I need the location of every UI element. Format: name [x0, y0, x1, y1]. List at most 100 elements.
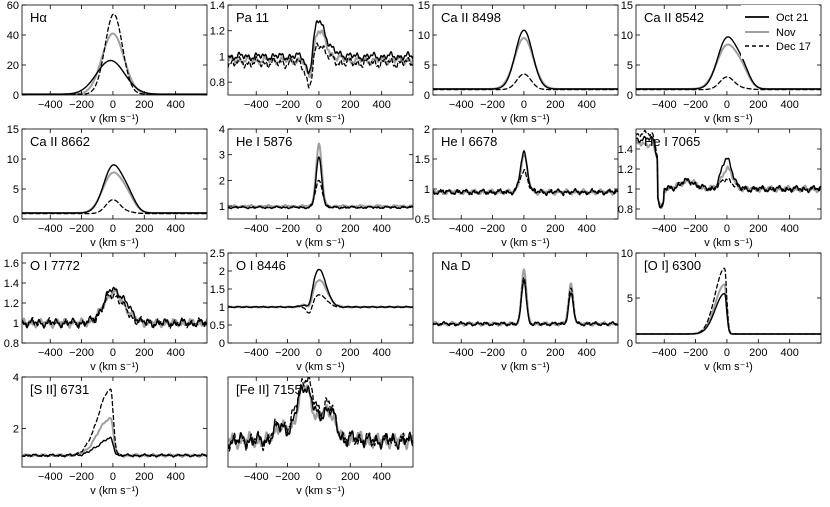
- panel-10-xtick-label-0: −400: [449, 347, 474, 359]
- panel-0-xtick-label-1: −200: [69, 99, 94, 111]
- panel-11-xtick-label-2: 0: [724, 347, 730, 359]
- panel-3: −400 −200 0 200 400 0 5 10 15 Ca II 8542 v (km s⁻¹…: [621, 0, 822, 125]
- panel-12-xtick-label-4: 400: [166, 471, 184, 483]
- panel-13-xtick-label-4: 400: [372, 471, 390, 483]
- panel-11-title: [O I] 6300: [644, 258, 701, 273]
- panel-9-xtick-label-2: 0: [316, 347, 322, 359]
- panel-11-xtick-label-4: 400: [780, 347, 798, 359]
- panel-5-series-dec-17: [228, 179, 413, 210]
- panel-1-title: Pa 11: [236, 10, 269, 25]
- panel-9-title: O I 8446: [236, 258, 286, 273]
- panel-3-ytick-label-3: 15: [621, 0, 633, 12]
- panel-12-title: [S II] 6731: [30, 382, 89, 397]
- panel-11-series-dec-17: [636, 267, 821, 335]
- panel-0-xtick-label-2: 0: [110, 99, 116, 111]
- panel-5-ytick-label-2: 3: [219, 150, 225, 162]
- panel-2-series: [433, 29, 618, 91]
- panel-9-xtick-label-1: −200: [275, 347, 300, 359]
- panel-0-ytick-label-2: 40: [7, 30, 19, 42]
- panel-11-ytick-label-0: 0: [627, 338, 633, 350]
- panel-9-ytick-label-3: 1.5: [210, 284, 225, 296]
- panel-3-frame: [635, 4, 822, 96]
- panel-5-frame: [227, 128, 414, 220]
- panel-11-series: [636, 267, 821, 335]
- panel-7-title: He I 7065: [644, 134, 700, 149]
- panel-12-series: [22, 388, 207, 458]
- panel-6-xtick-label-0: −400: [449, 223, 474, 235]
- panel-8-title: O I 7772: [30, 258, 80, 273]
- panel-12-xtick-label-3: 200: [135, 471, 153, 483]
- panel-5-xtick-label-0: −400: [244, 223, 269, 235]
- panel-9-series: [228, 268, 413, 314]
- panel-13-xtick-label-0: −400: [244, 471, 269, 483]
- panel-4-series: [22, 164, 207, 215]
- panel-0-ytick-label-0: 0: [13, 90, 19, 102]
- panel-13-series: [228, 377, 413, 452]
- panel-8-ytick-label-3: 1.4: [4, 278, 19, 290]
- panel-5-ytick-label-0: 1: [219, 201, 225, 213]
- panel-3-ytick-label-0: 0: [627, 90, 633, 102]
- panel-0-xtick-label-0: −400: [38, 99, 63, 111]
- panel-6-series-dec-17: [433, 169, 618, 197]
- panel-2-ytick-label-0: 0: [424, 90, 430, 102]
- panel-8-xtick-label-3: 200: [135, 347, 153, 359]
- panel-0-xlabel: v (km s⁻¹): [90, 113, 139, 125]
- panel-8-ytick-label-2: 1.2: [4, 298, 19, 310]
- panel-4-xlabel: v (km s⁻¹): [90, 237, 139, 249]
- panel-13-xtick-label-3: 200: [341, 471, 359, 483]
- panel-12-ytick-label-0: 2: [13, 423, 19, 435]
- panel-11-ytick-label-1: 5: [627, 293, 633, 305]
- panel-1-frame: [227, 4, 414, 96]
- panel-7-ytick-label-0: 0.8: [618, 204, 633, 216]
- panel-3-xtick-label-3: 200: [749, 99, 767, 111]
- panel-9-xtick-label-3: 200: [341, 347, 359, 359]
- panel-10-frame: [432, 252, 619, 344]
- panel-12-ytick-label-1: 4: [13, 372, 19, 384]
- panel-4-series-nov: [22, 171, 207, 214]
- panel-1-xtick-label-3: 200: [341, 99, 359, 111]
- panel-6-xtick-label-1: −200: [480, 223, 505, 235]
- legend: Oct 21 Nov Dec 17: [741, 5, 819, 59]
- panel-1: −400 −200 0 200 400 0.8 1 1.2 1.4 Pa 11 v (km s⁻¹): [210, 0, 414, 125]
- panel-11-xtick-label-1: −200: [683, 347, 708, 359]
- panel-10-xtick-label-4: 400: [577, 347, 595, 359]
- panel-9-series-oct-21: [228, 268, 413, 309]
- panel-2-xtick-label-2: 0: [521, 99, 527, 111]
- panel-3-series-dec-17: [636, 76, 821, 91]
- panel-6-ytick-label-2: 1.5: [415, 154, 430, 166]
- panel-5-ytick-label-1: 2: [219, 175, 225, 187]
- panel-2-ytick-label-1: 5: [424, 60, 430, 72]
- panel-8-xtick-label-1: −200: [69, 347, 94, 359]
- legend-label-oct21: Oct 21: [776, 12, 808, 24]
- panel-10-series-dec-17: [433, 276, 618, 327]
- panel-7-ytick-label-2: 1.2: [618, 164, 633, 176]
- panel-1-xtick-label-1: −200: [275, 99, 300, 111]
- panel-5-title: He I 5876: [236, 134, 292, 149]
- panel-9-series-dec-17: [228, 294, 413, 314]
- panel-4-frame: [21, 128, 208, 220]
- panel-4-xtick-label-2: 0: [110, 223, 116, 235]
- panel-12-xtick-label-2: 0: [110, 471, 116, 483]
- panel-1-ytick-label-0: 0.8: [210, 77, 225, 89]
- panel-8-series-nov: [22, 287, 207, 329]
- panel-5-xlabel: v (km s⁻¹): [296, 237, 345, 249]
- panel-6-title: He I 6678: [441, 134, 497, 149]
- panel-8-series: [22, 286, 207, 330]
- panel-13-xtick-label-1: −200: [275, 471, 300, 483]
- panel-4-ytick-label-0: 0: [13, 214, 19, 226]
- panel-5: −400 −200 0 200 400 1 2 3 4 He I 5876 v (km s⁻¹): [219, 124, 414, 249]
- panel-9-ytick-label-4: 2: [219, 266, 225, 278]
- panel-5-series: [228, 142, 413, 210]
- panel-4-ytick-label-3: 15: [7, 124, 19, 136]
- panel-6-xtick-label-4: 400: [577, 223, 595, 235]
- panel-13-title: [Fe II] 7155: [236, 382, 302, 397]
- panel-6-xlabel: v (km s⁻¹): [501, 237, 550, 249]
- panel-11-xlabel: v (km s⁻¹): [704, 361, 753, 373]
- panel-6: −400 −200 0 200 400 0.5 1 1.5 2 He I 6678 v (km s⁻…: [415, 124, 619, 249]
- panel-6-series: [433, 150, 618, 197]
- panel-4-xtick-label-4: 400: [166, 223, 184, 235]
- panel-0-series: [22, 13, 207, 95]
- panel-4-xtick-label-3: 200: [135, 223, 153, 235]
- panel-10-series: [433, 268, 618, 327]
- panel-7-frame: [635, 128, 822, 220]
